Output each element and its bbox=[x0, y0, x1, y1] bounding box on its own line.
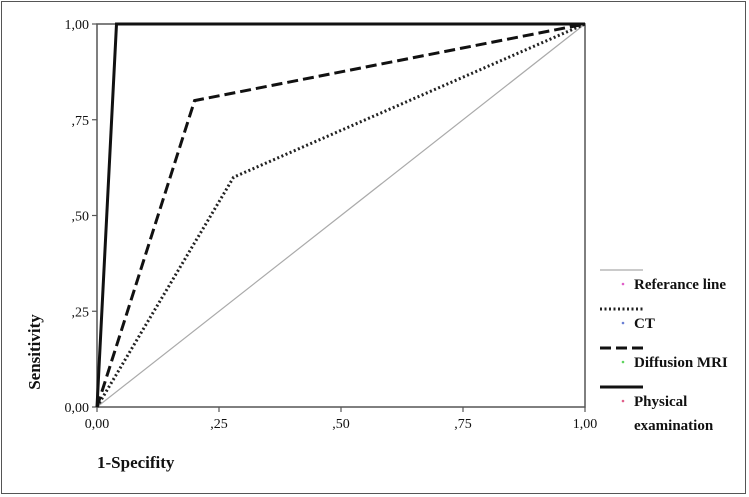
y-tick-label: 1,00 bbox=[65, 18, 90, 33]
legend-label: examination bbox=[634, 418, 714, 434]
y-tick-label: ,25 bbox=[72, 305, 90, 320]
y-tick-label: 0,00 bbox=[65, 401, 90, 416]
x-tick-label: ,25 bbox=[210, 417, 228, 432]
legend-label: Physical bbox=[634, 394, 687, 410]
legend-marker bbox=[621, 321, 625, 325]
series-line-ct bbox=[95, 22, 586, 408]
series-line-physical-examination bbox=[95, 22, 585, 408]
y-tick-label: ,75 bbox=[72, 114, 90, 129]
legend: Referance line CT Diffusion MRI Physical exa… bbox=[600, 269, 728, 434]
legend-label: Diffusion MRI bbox=[634, 355, 728, 371]
y-axis-title: Sensitivity bbox=[25, 314, 44, 390]
legend-marker bbox=[621, 282, 625, 286]
legend-marker bbox=[621, 360, 625, 364]
legend-label: Referance line bbox=[634, 277, 726, 293]
x-tick-label: ,50 bbox=[332, 417, 350, 432]
series-lines bbox=[95, 22, 586, 408]
legend-marker bbox=[621, 399, 625, 403]
x-tick-label: 1,00 bbox=[573, 417, 598, 432]
x-tick-label: 0,00 bbox=[85, 417, 110, 432]
y-tick-label: ,50 bbox=[72, 210, 90, 225]
series-line-referance-line bbox=[96, 23, 586, 408]
x-ticks: 0,00 ,25 ,50 ,75 1,00 bbox=[85, 407, 598, 432]
series-line-diffusion-mri bbox=[95, 22, 586, 408]
y-ticks: 0,00 ,25 ,50 ,75 1,00 bbox=[65, 18, 97, 416]
x-axis-title: 1-Specifity bbox=[97, 453, 175, 472]
legend-label: CT bbox=[634, 316, 655, 332]
x-tick-label: ,75 bbox=[454, 417, 472, 432]
